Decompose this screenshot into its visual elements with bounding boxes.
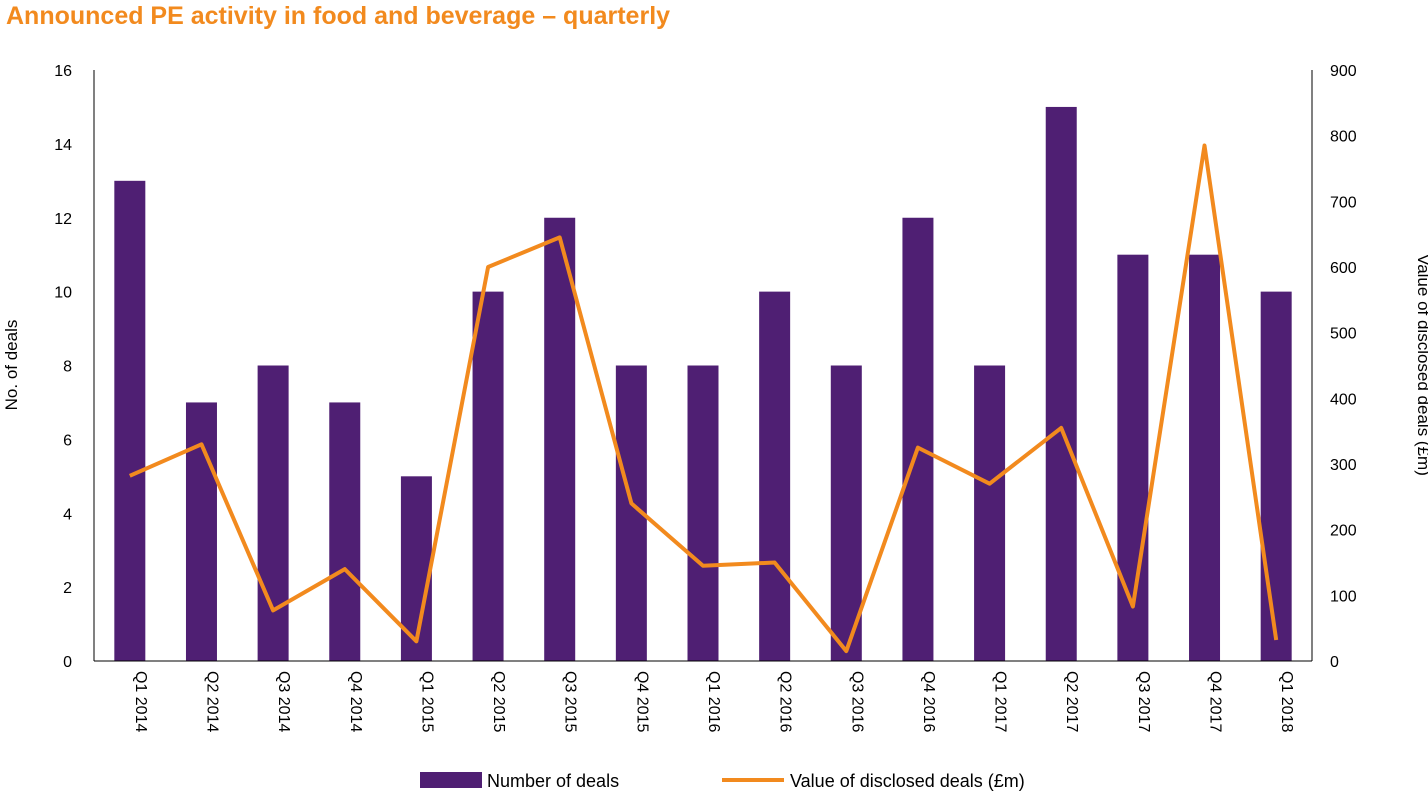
bar xyxy=(544,217,576,661)
y2-axis-title: Value of disclosed deals (£m) xyxy=(1414,254,1428,476)
bar xyxy=(185,402,217,661)
y-tick-label: 6 xyxy=(63,432,72,449)
y2-tick-label: 300 xyxy=(1330,457,1357,474)
bar xyxy=(1189,254,1221,661)
bar xyxy=(759,291,791,661)
bar xyxy=(687,365,719,661)
y-tick-label: 8 xyxy=(63,359,72,376)
tick-labels-group: 0 2 4 6 8 10 12 14 16 0 100 200 300 400 500 600 700 800 90… xyxy=(54,63,1357,732)
bar xyxy=(257,365,289,661)
x-tick-label: Q3 2017 xyxy=(1135,671,1152,732)
bar xyxy=(902,217,934,661)
y-tick-label: 14 xyxy=(54,137,72,154)
y2-tick-label: 400 xyxy=(1330,391,1357,408)
y2-tick-label: 600 xyxy=(1330,260,1357,277)
y-tick-label: 0 xyxy=(63,654,72,671)
x-tick-label: Q2 2015 xyxy=(490,671,507,732)
line-series-group xyxy=(128,143,1279,654)
y-tick-label: 16 xyxy=(54,63,72,80)
bar xyxy=(830,365,862,661)
bar-series-group xyxy=(114,106,1292,661)
x-tick-label: Q4 2017 xyxy=(1207,671,1224,732)
x-tick-label: Q1 2014 xyxy=(132,671,149,732)
y2-tick-label: 500 xyxy=(1330,326,1357,343)
bar xyxy=(114,180,146,661)
x-tick-label: Q4 2014 xyxy=(347,671,364,732)
bar xyxy=(1260,291,1292,661)
x-tick-label: Q1 2018 xyxy=(1278,671,1295,732)
x-tick-label: Q2 2014 xyxy=(203,671,220,732)
y2-tick-label: 0 xyxy=(1330,654,1339,671)
bar xyxy=(472,291,504,661)
x-tick-label: Q1 2017 xyxy=(992,671,1009,732)
chart-title: Announced PE activity in food and bevera… xyxy=(6,2,671,30)
x-tick-label: Q1 2016 xyxy=(705,671,722,732)
x-tick-label: Q3 2016 xyxy=(848,671,865,732)
legend-swatch-bars xyxy=(420,772,482,788)
y-axis-title: No. of deals xyxy=(2,320,21,411)
bar xyxy=(329,402,361,661)
x-tick-label: Q4 2016 xyxy=(920,671,937,732)
x-tick-label: Q2 2017 xyxy=(1063,671,1080,732)
y2-tick-label: 100 xyxy=(1330,588,1357,605)
y-tick-label: 12 xyxy=(54,211,72,228)
x-tick-label: Q3 2015 xyxy=(562,671,579,732)
legend-label-bars: Number of deals xyxy=(487,771,619,791)
y2-tick-label: 800 xyxy=(1330,129,1357,146)
axes-group xyxy=(93,70,1313,662)
legend-label-line: Value of disclosed deals (£m) xyxy=(790,771,1025,791)
bar xyxy=(1045,106,1077,661)
y2-tick-label: 200 xyxy=(1330,523,1357,540)
x-tick-label: Q3 2014 xyxy=(275,671,292,732)
y2-tick-label: 900 xyxy=(1330,63,1357,80)
y2-tick-label: 700 xyxy=(1330,194,1357,211)
x-tick-label: Q1 2015 xyxy=(418,671,435,732)
y-tick-label: 4 xyxy=(63,506,72,523)
y-tick-label: 2 xyxy=(63,580,72,597)
bar xyxy=(1117,254,1149,661)
x-tick-label: Q4 2015 xyxy=(633,671,650,732)
y-tick-label: 10 xyxy=(54,285,72,302)
x-tick-label: Q2 2016 xyxy=(777,671,794,732)
bar xyxy=(974,365,1006,661)
legend: Number of deals Value of disclosed deals… xyxy=(420,771,1025,791)
